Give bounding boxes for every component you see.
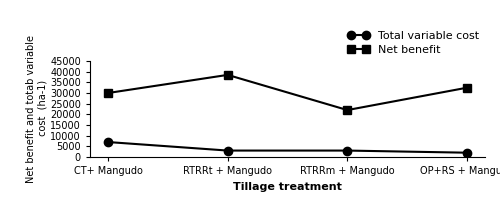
Legend: Total variable cost, Net benefit: Total variable cost, Net benefit [347, 31, 480, 54]
Y-axis label: Net benefit and totab variable
 cost  (ha-1): Net benefit and totab variable cost (ha-… [26, 35, 48, 183]
X-axis label: Tillage treatment: Tillage treatment [233, 182, 342, 192]
